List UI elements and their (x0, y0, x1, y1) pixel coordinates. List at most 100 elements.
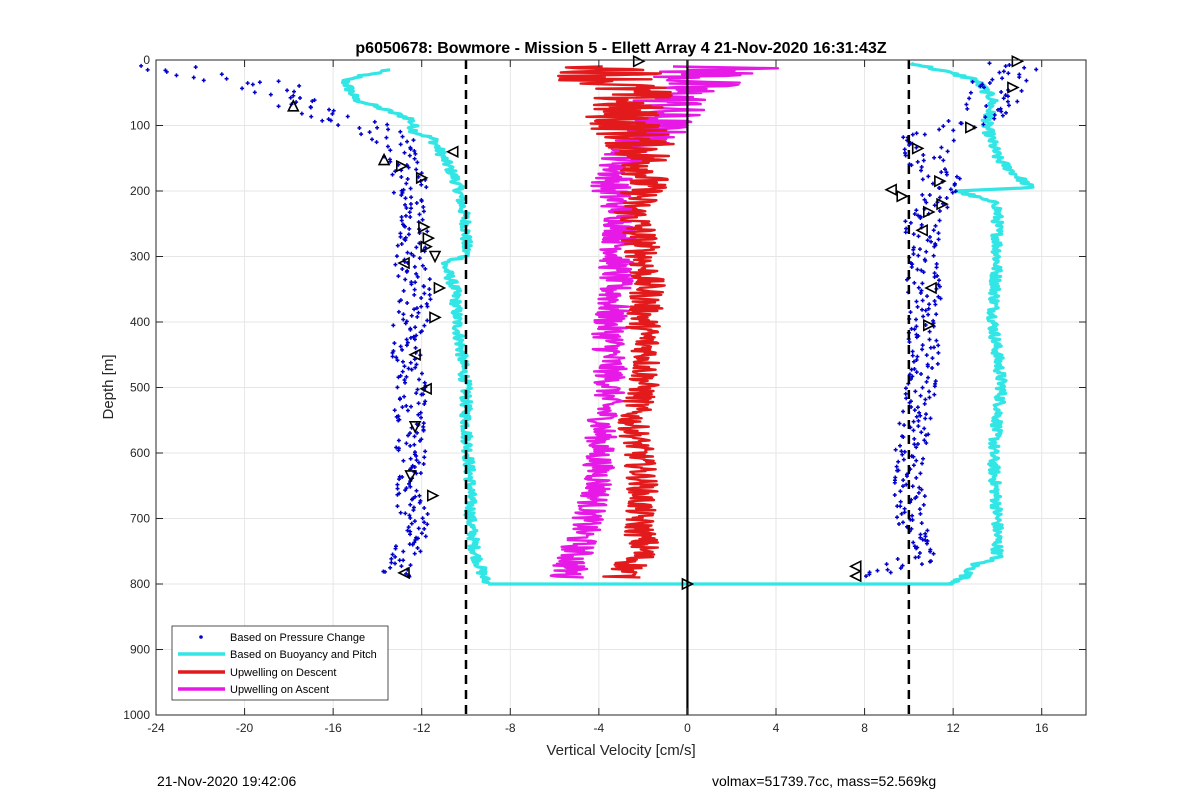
triangle-marker (419, 382, 432, 396)
pressure-point (919, 521, 924, 526)
pressure-point (297, 83, 302, 88)
pressure-point (919, 168, 924, 173)
pressure-point (909, 265, 914, 270)
pressure-point (404, 374, 409, 379)
pressure-point (276, 104, 281, 109)
pressure-point (936, 231, 941, 236)
pressure-point (913, 496, 918, 501)
pressure-point (417, 493, 422, 498)
pressure-point (408, 147, 413, 152)
pressure-point (309, 114, 314, 119)
pressure-point (957, 176, 962, 181)
legend-label-descent: Upwelling on Descent (230, 667, 336, 679)
pressure-point (425, 512, 430, 517)
pressure-point (950, 190, 955, 195)
pressure-point (954, 174, 959, 179)
pressure-point (939, 145, 944, 150)
pressure-point (414, 167, 419, 172)
pressure-point (412, 287, 417, 292)
pressure-point (912, 408, 917, 413)
pressure-point (414, 245, 419, 250)
pressure-point (427, 277, 432, 282)
x-tick-label: 0 (684, 721, 691, 735)
pressure-point (413, 345, 418, 350)
pressure-point (915, 405, 920, 410)
pressure-point (1000, 76, 1005, 81)
pressure-point (375, 125, 380, 130)
pressure-point (427, 292, 432, 297)
pressure-point (931, 253, 936, 258)
pressure-point (424, 185, 429, 190)
pressure-point (413, 538, 418, 543)
pressure-point (948, 187, 953, 192)
pressure-point (927, 329, 932, 334)
pressure-point (901, 435, 906, 440)
pressure-point (423, 399, 428, 404)
pressure-point (921, 158, 926, 163)
pressure-point (914, 445, 919, 450)
pressure-point (933, 302, 938, 307)
pressure-point (418, 438, 423, 443)
pressure-point (403, 380, 408, 385)
pressure-point (399, 564, 404, 569)
pressure-point (987, 61, 992, 66)
pressure-point (1024, 78, 1029, 83)
pressure-point (968, 90, 973, 95)
pressure-point (920, 192, 925, 197)
pressure-point (415, 546, 420, 550)
pressure-point (407, 210, 412, 215)
pressure-point (393, 554, 398, 559)
pressure-point (414, 333, 419, 338)
pressure-point (911, 454, 916, 459)
pressure-point (411, 334, 416, 339)
pressure-point (421, 205, 426, 210)
pressure-point (404, 403, 409, 408)
pressure-point (413, 325, 418, 330)
pressure-point (400, 405, 405, 410)
pressure-point (393, 262, 398, 267)
pressure-point (421, 461, 426, 466)
pressure-point (1006, 94, 1011, 99)
pressure-point (399, 215, 404, 220)
pressure-point (408, 484, 413, 489)
pressure-point (912, 436, 917, 441)
triangle-marker (408, 420, 422, 434)
pressure-point (928, 549, 933, 554)
pressure-point (404, 269, 409, 274)
pressure-point (414, 458, 419, 463)
pressure-point (400, 190, 405, 195)
pressure-point (937, 127, 942, 132)
pressure-point (926, 432, 931, 437)
y-tick-label: 1000 (123, 708, 150, 722)
pressure-point (394, 445, 399, 450)
pressure-point (922, 132, 927, 137)
pressure-point (910, 374, 915, 379)
pressure-point (917, 247, 922, 252)
pressure-point (922, 494, 927, 499)
pressure-point (245, 81, 250, 86)
triangle-marker (445, 145, 459, 158)
pressure-point (291, 93, 296, 98)
pressure-point (308, 105, 313, 110)
x-tick-label: 12 (946, 721, 960, 735)
pressure-point (397, 477, 402, 482)
pressure-point (406, 366, 411, 371)
pressure-point (911, 232, 916, 237)
pressure-point (910, 353, 915, 358)
pressure-point (1006, 71, 1011, 76)
pressure-point (240, 86, 245, 91)
triangle-marker (408, 348, 421, 362)
y-tick-label: 700 (130, 512, 150, 526)
pressure-point (923, 308, 928, 313)
pressure-point (918, 413, 923, 418)
pressure-point (927, 192, 932, 197)
pressure-point (401, 317, 406, 322)
pressure-point (390, 552, 395, 557)
pressure-point (937, 195, 942, 200)
pressure-point (320, 118, 325, 123)
pressure-point (412, 307, 417, 312)
pressure-point (924, 379, 929, 384)
pressure-point (390, 172, 395, 177)
pressure-point (407, 513, 412, 518)
series-line (910, 61, 1035, 586)
